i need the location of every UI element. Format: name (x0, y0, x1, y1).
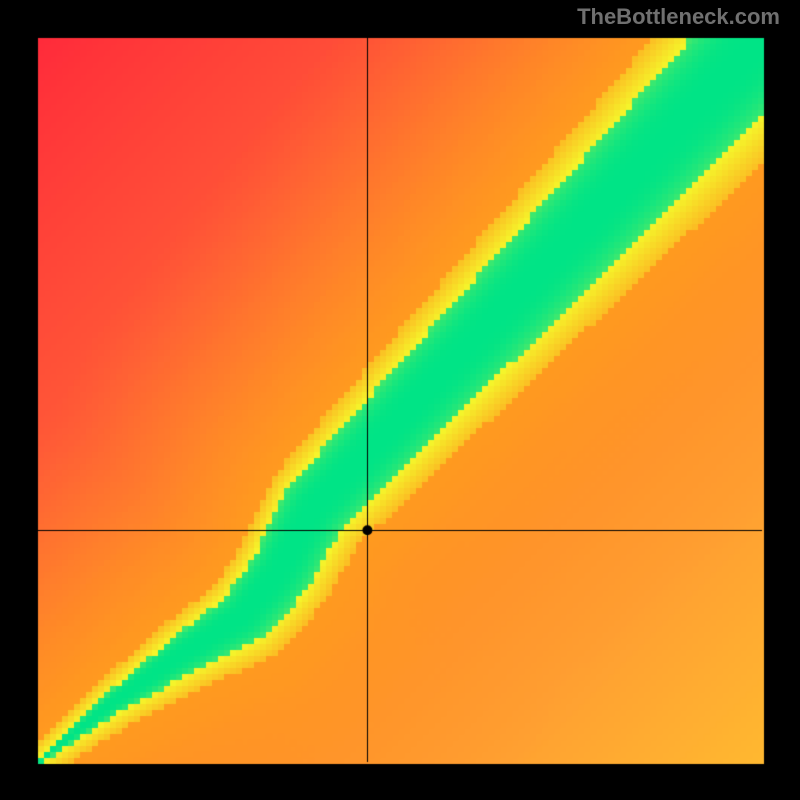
attribution-text: TheBottleneck.com (577, 4, 780, 30)
chart-container: TheBottleneck.com (0, 0, 800, 800)
bottleneck-heatmap (0, 0, 800, 800)
